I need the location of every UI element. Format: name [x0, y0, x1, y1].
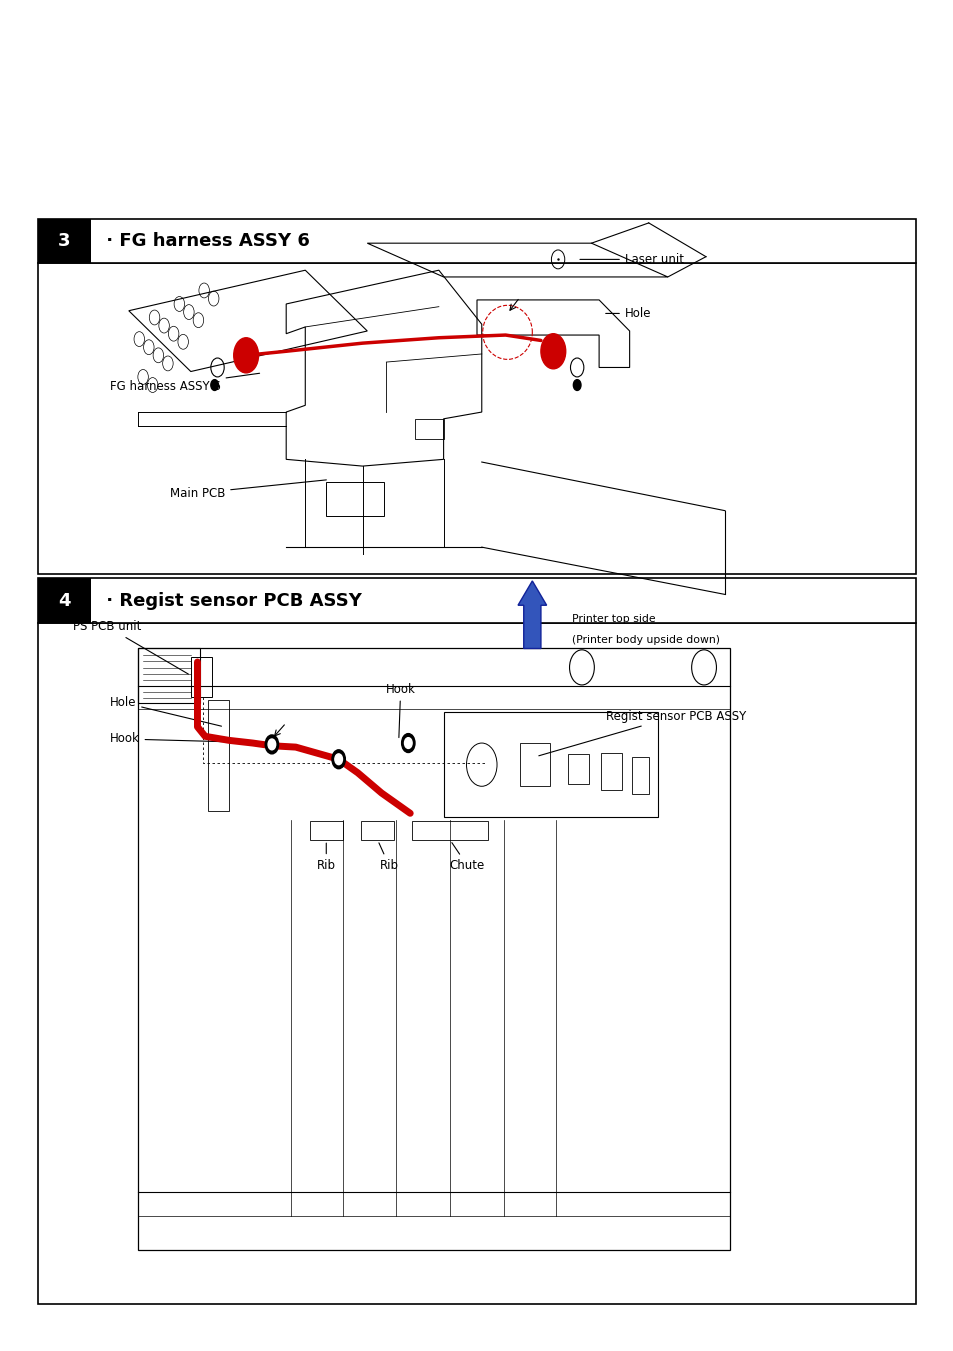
Circle shape: [233, 338, 258, 373]
Text: FG harness ASSY 6: FG harness ASSY 6: [110, 373, 259, 393]
Text: PS PCB unit: PS PCB unit: [73, 620, 188, 674]
Bar: [310, 821, 343, 840]
Text: Rib: Rib: [316, 843, 335, 873]
Text: Hook: Hook: [385, 682, 416, 738]
Bar: [631, 757, 648, 794]
Bar: [38, 578, 91, 623]
Text: Regist sensor PCB ASSY: Regist sensor PCB ASSY: [538, 709, 745, 755]
Circle shape: [404, 738, 412, 748]
Bar: [138, 648, 200, 703]
Bar: [412, 821, 488, 840]
Bar: [600, 753, 621, 790]
Bar: [443, 712, 658, 817]
Text: · FG harness ASSY 6: · FG harness ASSY 6: [100, 232, 310, 250]
Text: · Regist sensor PCB ASSY: · Regist sensor PCB ASSY: [100, 592, 362, 609]
Bar: [138, 648, 729, 1250]
Bar: [38, 578, 915, 623]
Text: Hook: Hook: [110, 732, 272, 746]
Circle shape: [401, 734, 415, 753]
Circle shape: [211, 380, 218, 390]
Text: 4: 4: [58, 592, 71, 609]
Bar: [208, 700, 229, 811]
Text: 3: 3: [58, 232, 71, 250]
Bar: [38, 219, 91, 263]
Bar: [360, 821, 394, 840]
Circle shape: [335, 754, 342, 765]
Circle shape: [268, 739, 275, 750]
Bar: [38, 263, 915, 574]
Bar: [567, 754, 588, 784]
FancyArrow shape: [517, 581, 546, 648]
Bar: [191, 657, 212, 697]
Text: (Printer body upside down): (Printer body upside down): [572, 635, 720, 646]
Circle shape: [573, 380, 580, 390]
Circle shape: [265, 735, 278, 754]
Circle shape: [332, 750, 345, 769]
Text: Rib: Rib: [378, 843, 398, 873]
Bar: [38, 219, 915, 263]
Bar: [415, 419, 443, 439]
Bar: [326, 482, 383, 516]
Text: Main PCB: Main PCB: [170, 480, 326, 500]
Text: Hole: Hole: [110, 696, 221, 727]
Text: Laser unit: Laser unit: [579, 253, 683, 266]
Bar: [38, 623, 915, 1304]
Bar: [519, 743, 550, 786]
Circle shape: [540, 334, 565, 369]
Text: Hole: Hole: [605, 307, 651, 320]
Text: Chute: Chute: [450, 843, 484, 873]
Text: Printer top side: Printer top side: [572, 613, 656, 624]
